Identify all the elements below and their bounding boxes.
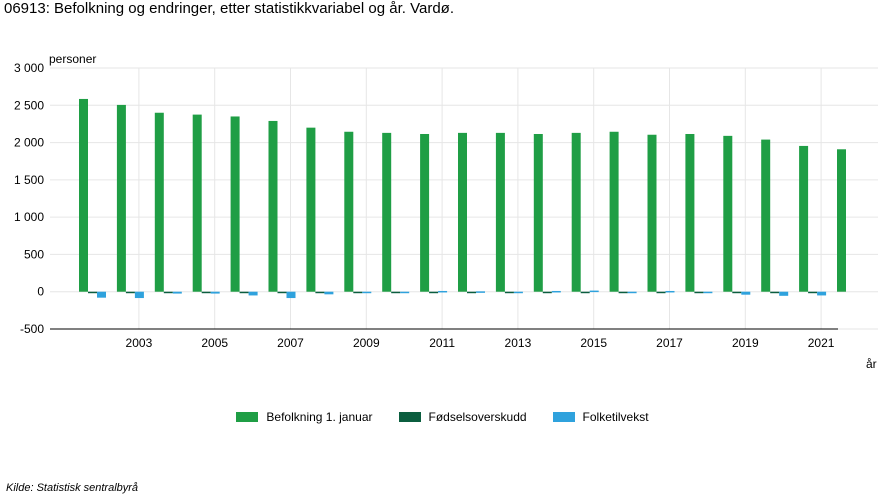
bar: [779, 291, 789, 296]
legend-swatch: [236, 412, 259, 422]
y-tick-label: 2 500: [14, 98, 44, 112]
bar: [324, 291, 334, 295]
bar: [391, 291, 401, 294]
x-tick-label: 2015: [580, 336, 607, 350]
bar: [239, 291, 249, 294]
bar: [542, 291, 552, 294]
x-tick-label: 2009: [353, 336, 380, 350]
bar: [609, 131, 619, 292]
bar: [230, 116, 240, 292]
x-tick-label: 2005: [201, 336, 228, 350]
bar: [362, 291, 372, 294]
bar: [286, 291, 296, 299]
legend: Befolkning 1. januar Fødselsoverskudd Folk…: [0, 410, 885, 424]
x-tick-label: 2021: [808, 336, 835, 350]
bar: [551, 290, 561, 293]
bar: [154, 112, 164, 292]
y-tick-label: 1 500: [14, 173, 44, 187]
bar: [210, 291, 220, 294]
bar: [353, 291, 363, 294]
bar: [306, 127, 316, 292]
bar: [88, 291, 97, 294]
bar: [116, 104, 126, 292]
bar: [817, 291, 827, 296]
bar: [770, 291, 780, 294]
chart-title: 06913: Befolkning og endringer, etter st…: [4, 0, 454, 17]
y-axis: -500 0 500 1 000 1 500 2 000 2 500 3 000: [14, 61, 44, 336]
y-axis-label: personer: [49, 52, 96, 66]
bar: [201, 291, 211, 294]
bar: [495, 132, 505, 292]
x-tick-label: 2003: [126, 336, 153, 350]
bar: [741, 291, 751, 295]
bar: [172, 291, 182, 294]
bar: [248, 291, 258, 296]
bar: [438, 290, 448, 293]
bar: [618, 291, 628, 294]
bar: [277, 291, 287, 294]
x-tick-label: 2019: [732, 336, 759, 350]
bar: [163, 291, 173, 294]
bar: [504, 291, 514, 294]
bar: [513, 291, 523, 294]
bar: [97, 291, 106, 298]
bar: [429, 291, 439, 294]
y-tick-label: 500: [24, 247, 44, 261]
bar: [476, 291, 485, 293]
bar: [382, 132, 392, 292]
bar: [808, 291, 818, 294]
legend-label: Befolkning 1. januar: [266, 410, 373, 424]
y-tick-label: 3 000: [14, 61, 44, 75]
legend-swatch: [552, 412, 575, 422]
y-tick-label: 2 000: [14, 136, 44, 150]
bar: [694, 291, 704, 294]
legend-label: Folketilvekst: [582, 410, 649, 424]
bar: [589, 290, 599, 293]
bar: [647, 134, 657, 292]
bar: [656, 291, 666, 294]
bar: [799, 145, 809, 292]
bar: [268, 120, 278, 292]
bar: [125, 291, 135, 294]
x-axis: 2003 2005 2007 2009 2011 2013 2015 2017 2019 2021: [50, 328, 838, 350]
bar: [703, 291, 713, 294]
bar: [458, 132, 467, 292]
y-tick-label: 0: [37, 285, 44, 299]
x-tick-label: 2007: [277, 336, 304, 350]
bar: [533, 133, 543, 292]
legend-label: Fødselsoverskudd: [428, 410, 527, 424]
bar: [580, 291, 590, 294]
legend-swatch: [398, 412, 421, 422]
bar: [665, 290, 675, 293]
bar: [192, 114, 202, 292]
legend-item[interactable]: Befolkning 1. januar: [236, 410, 373, 424]
bar: [732, 291, 742, 294]
y-tick-label: -500: [20, 322, 44, 336]
x-tick-label: 2017: [656, 336, 683, 350]
x-tick-label: 2011: [429, 336, 455, 350]
bar: [571, 132, 581, 292]
legend-item[interactable]: Folketilvekst: [552, 410, 649, 424]
bar: [467, 291, 476, 294]
y-tick-label: 1 000: [14, 210, 44, 224]
source-note: Kilde: Statistisk sentralbyrå: [6, 482, 139, 494]
legend-item[interactable]: Fødselsoverskudd: [398, 410, 527, 424]
bar: [420, 133, 430, 292]
bar: [761, 139, 771, 292]
bar: [627, 291, 637, 294]
bar: [344, 131, 354, 292]
bar: [134, 291, 144, 299]
bar: [79, 98, 88, 292]
bar: [685, 133, 695, 292]
bars: [79, 98, 846, 299]
bar: [837, 149, 846, 292]
x-tick-label: 2013: [505, 336, 532, 350]
bar: [723, 135, 733, 292]
bar: [315, 291, 325, 294]
x-axis-label: år: [866, 357, 877, 371]
bar: [400, 291, 410, 294]
